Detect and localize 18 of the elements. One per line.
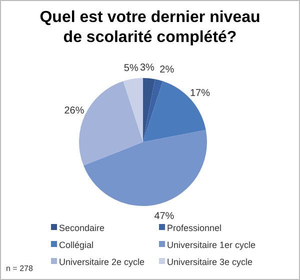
data-label: 5% (124, 62, 138, 74)
legend-label: Collégial (59, 240, 94, 250)
data-label: 26% (64, 106, 84, 117)
legend-label: Universitaire 1er cycle (167, 240, 256, 250)
data-label: 3% (140, 62, 154, 74)
text: n = 278 (6, 264, 34, 273)
data-label: 47% (154, 210, 174, 222)
pie-slice (83, 130, 207, 206)
data-label: 2% (160, 64, 174, 76)
chart-title: Quel est votre dernier niveau de scolarité complété? (40, 9, 260, 46)
legend-label: Secondaire (59, 223, 105, 233)
legend-label: Professionnel (167, 223, 222, 233)
legend-label: Universitaire 2e cycle (59, 257, 145, 267)
data-label: 17% (190, 88, 210, 99)
pie-slice (123, 78, 143, 142)
legend-label: Universitaire 3e cycle (167, 257, 253, 267)
pie-slice (143, 79, 163, 142)
pie-slice (143, 78, 155, 142)
